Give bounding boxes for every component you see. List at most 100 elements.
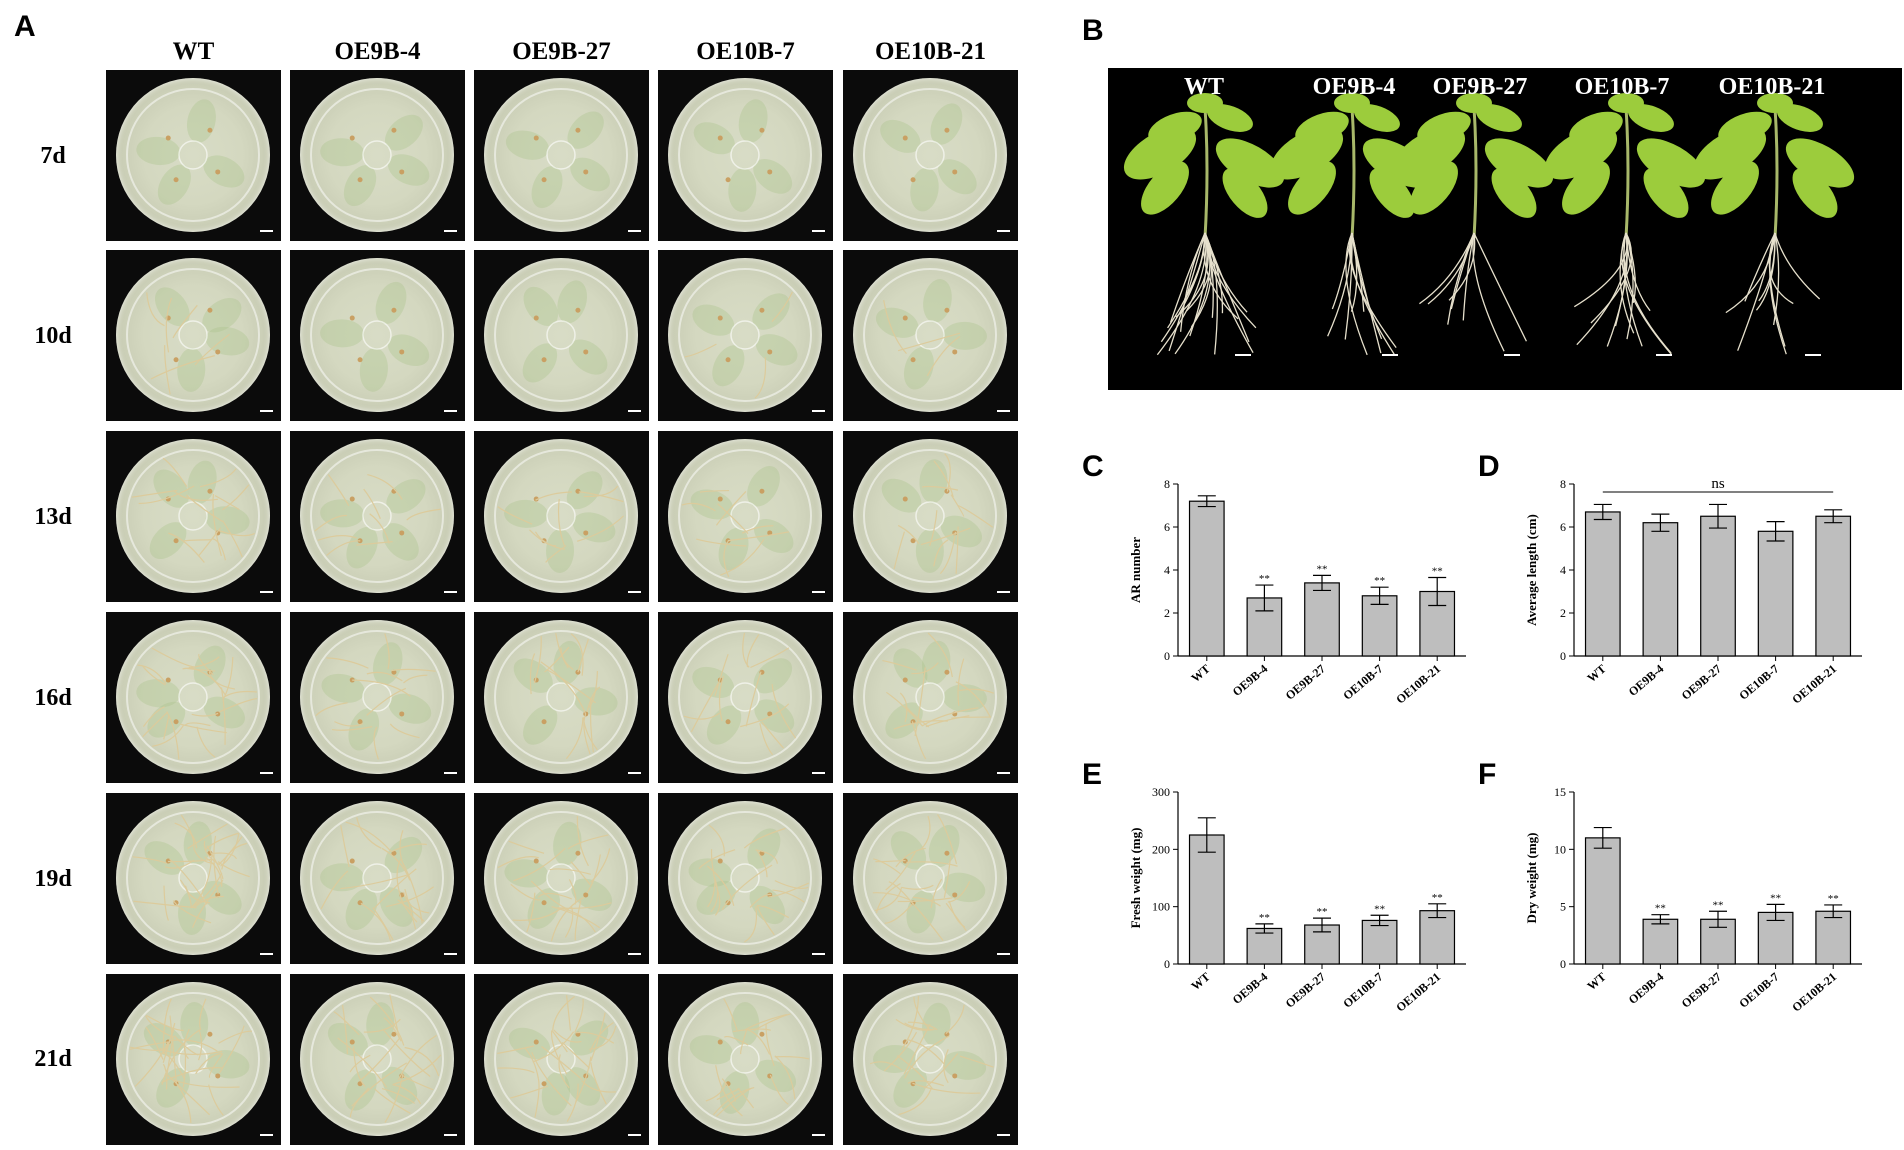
petri-dish bbox=[484, 620, 638, 774]
panelB-photo: WT OE9B-4 OE9B-27 OE10B-7 OE10B-21 bbox=[1108, 68, 1902, 390]
petri-dish-photo bbox=[290, 431, 465, 602]
panelA-row-header: 13d bbox=[34, 504, 72, 530]
bar bbox=[1757, 530, 1794, 657]
error-bar bbox=[1651, 513, 1670, 532]
significance-label: ** bbox=[1828, 893, 1839, 905]
bar bbox=[1584, 511, 1621, 657]
y-tick-label: 200 bbox=[1152, 842, 1170, 856]
petri-dish-photo bbox=[658, 70, 833, 241]
panelA-col-header: OE9B-4 bbox=[334, 38, 421, 65]
x-tick-label: OE9B-27 bbox=[1679, 662, 1724, 703]
error-bar bbox=[1709, 503, 1727, 529]
petri-dish-photo bbox=[106, 70, 281, 241]
y-tick-label: 4 bbox=[1164, 563, 1170, 577]
y-axis-label: Fresh weight (mg) bbox=[1128, 828, 1143, 929]
panel-label-b: B bbox=[1082, 14, 1104, 47]
petri-dish-photo bbox=[106, 250, 281, 421]
error-bar bbox=[1428, 576, 1447, 607]
petri-dish-photo bbox=[658, 612, 833, 783]
scale-bar bbox=[444, 953, 457, 955]
bar bbox=[1419, 910, 1456, 965]
scale-bar bbox=[812, 230, 825, 232]
x-tick-label: OE9B-4 bbox=[1230, 662, 1271, 699]
panelA-row-header: 19d bbox=[34, 866, 72, 892]
y-axis-label: Dry weight (mg) bbox=[1524, 833, 1539, 924]
petri-dish bbox=[300, 620, 454, 774]
y-axis-label: AR number bbox=[1128, 537, 1143, 603]
chart-d-average-length: 0 2 4 6 8 Average length (cm) WT OE9B-4 OE9B-27 O… bbox=[1524, 476, 1862, 707]
petri-dish-photo bbox=[290, 70, 465, 241]
petri-dish bbox=[668, 801, 822, 955]
error-bar bbox=[1709, 910, 1727, 928]
panelA-row-header: 16d bbox=[34, 685, 72, 711]
scale-bar bbox=[812, 591, 825, 593]
scale-bar bbox=[628, 772, 641, 774]
petri-dish bbox=[853, 982, 1007, 1136]
error-bar bbox=[1593, 826, 1612, 849]
x-tick-label: WT bbox=[1584, 662, 1608, 686]
y-tick-label: 0 bbox=[1164, 957, 1170, 971]
panelB-label: OE10B-21 bbox=[1718, 74, 1826, 100]
scale-bar bbox=[444, 410, 457, 412]
scale-bar bbox=[997, 772, 1010, 774]
y-tick-label: 8 bbox=[1164, 477, 1170, 491]
petri-dish bbox=[484, 982, 638, 1136]
petri-dish bbox=[116, 620, 270, 774]
x-tick-label: OE9B-27 bbox=[1283, 662, 1328, 703]
scale-bar bbox=[444, 1134, 457, 1136]
error-bar bbox=[1255, 923, 1274, 934]
error-bar bbox=[1593, 503, 1612, 521]
ns-annotation: ns bbox=[1711, 476, 1725, 492]
petri-dish-photo bbox=[106, 974, 281, 1145]
petri-dish-photo bbox=[106, 612, 281, 783]
bar bbox=[1815, 515, 1852, 657]
scale-bar bbox=[997, 230, 1010, 232]
scale-bar bbox=[812, 1134, 825, 1136]
petri-dish-photo bbox=[843, 793, 1018, 964]
x-tick-label: OE9B-4 bbox=[1626, 970, 1667, 1007]
scale-bar bbox=[1235, 354, 1251, 356]
petri-dish bbox=[853, 78, 1007, 232]
bar bbox=[1815, 910, 1852, 965]
x-tick-label: WT bbox=[1188, 662, 1212, 686]
panel-label-d: D bbox=[1478, 450, 1500, 483]
error-bar bbox=[1824, 509, 1843, 524]
significance-label: ** bbox=[1374, 903, 1385, 915]
error-bar bbox=[1766, 521, 1785, 542]
petri-dish bbox=[300, 801, 454, 955]
significance-label: ** bbox=[1317, 563, 1328, 575]
petri-dish bbox=[300, 439, 454, 593]
scale-bar bbox=[628, 410, 641, 412]
chart-e-fresh-weight: 0 100 200 300 Fresh weight (mg) WT OE9B-4 ** OE9… bbox=[1128, 785, 1466, 1015]
petri-dish bbox=[300, 78, 454, 232]
panelA-row-header: 10d bbox=[34, 323, 72, 349]
scale-bar bbox=[997, 1134, 1010, 1136]
scale-bar bbox=[260, 230, 273, 232]
scale-bar bbox=[997, 591, 1010, 593]
y-axis-label: Average length (cm) bbox=[1524, 514, 1539, 626]
x-tick-label: OE9B-27 bbox=[1283, 970, 1328, 1011]
petri-dish-photo bbox=[843, 431, 1018, 602]
error-bar bbox=[1197, 495, 1216, 508]
y-tick-label: 4 bbox=[1560, 563, 1566, 577]
petri-dish bbox=[668, 78, 822, 232]
petri-dish bbox=[116, 439, 270, 593]
x-tick-label: OE10B-21 bbox=[1789, 662, 1839, 707]
x-tick-label: OE9B-4 bbox=[1626, 662, 1667, 699]
significance-label: ** bbox=[1259, 573, 1270, 585]
error-bar bbox=[1370, 586, 1389, 605]
petri-dish bbox=[116, 78, 270, 232]
petri-dish-photo bbox=[290, 612, 465, 783]
panelA-col-header: OE10B-7 bbox=[696, 38, 795, 65]
y-tick-label: 5 bbox=[1560, 900, 1566, 914]
plant bbox=[1270, 93, 1432, 356]
petri-dish-photo bbox=[658, 974, 833, 1145]
scale-bar bbox=[1504, 354, 1520, 356]
x-tick-label: OE10B-21 bbox=[1393, 970, 1443, 1015]
panelB-label: OE9B-27 bbox=[1432, 74, 1528, 100]
scale-bar bbox=[997, 410, 1010, 412]
chart-c-ar-number: 0 2 4 6 8 AR number WT OE9B-4 ** OE9B-27 ** OE10B-7… bbox=[1128, 477, 1466, 707]
y-tick-label: 6 bbox=[1560, 520, 1566, 534]
scale-bar bbox=[628, 591, 641, 593]
petri-dish-photo bbox=[474, 431, 649, 602]
